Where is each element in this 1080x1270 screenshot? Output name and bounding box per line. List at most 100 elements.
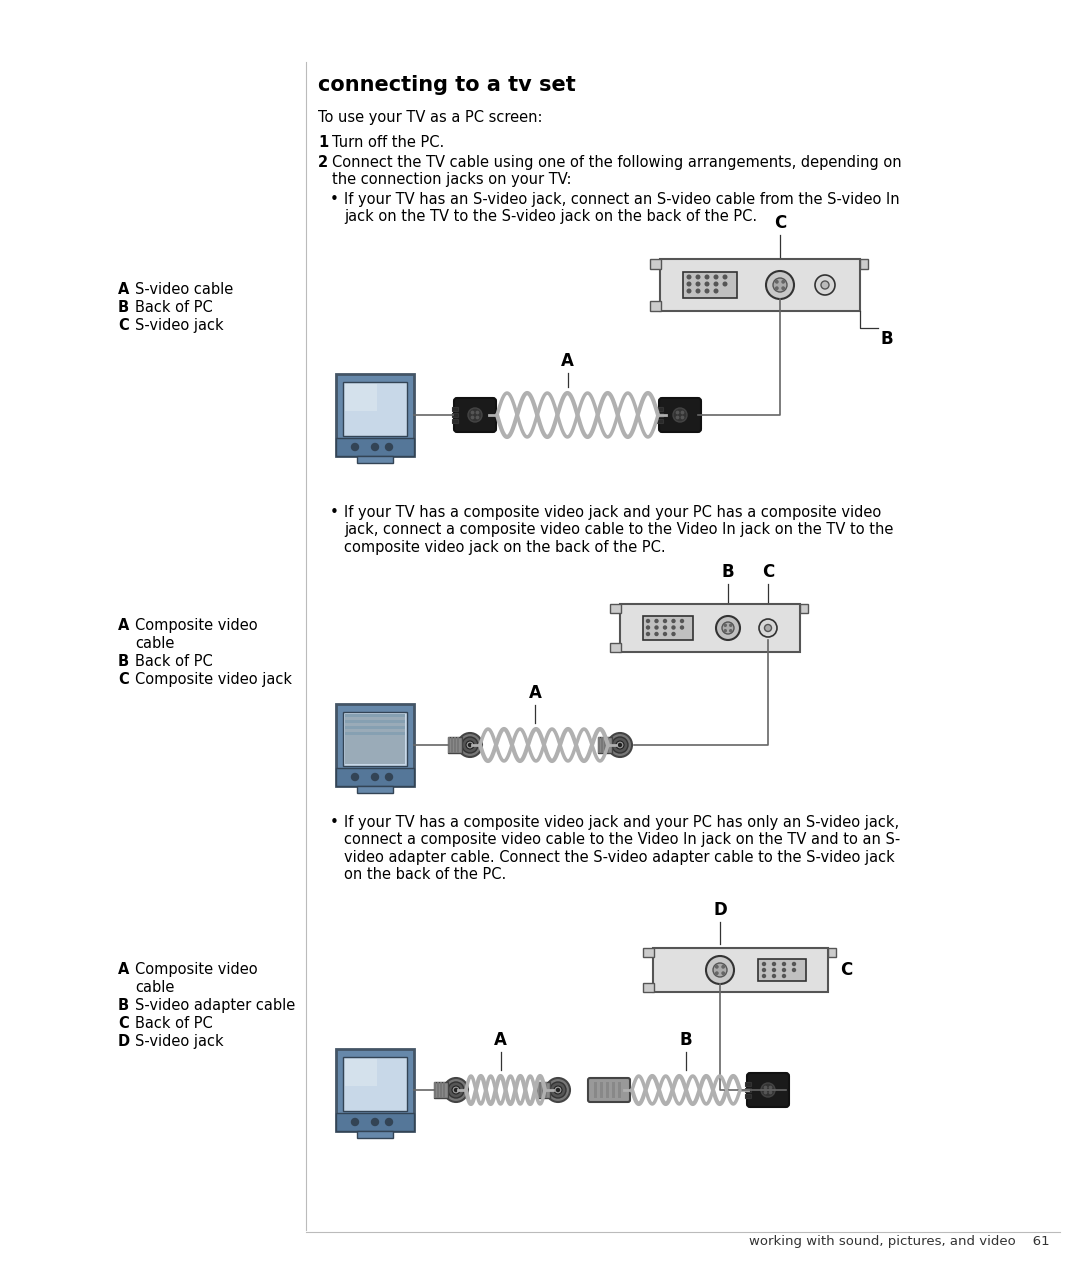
FancyBboxPatch shape <box>345 732 405 735</box>
Text: Back of PC: Back of PC <box>135 1016 213 1031</box>
Circle shape <box>761 1083 775 1097</box>
Circle shape <box>448 1082 464 1099</box>
FancyBboxPatch shape <box>594 1082 597 1099</box>
Circle shape <box>769 1091 772 1093</box>
FancyBboxPatch shape <box>660 259 860 311</box>
Circle shape <box>673 408 687 422</box>
Circle shape <box>725 630 727 631</box>
FancyBboxPatch shape <box>345 720 405 723</box>
Circle shape <box>724 276 727 279</box>
Circle shape <box>372 1119 378 1125</box>
Text: B: B <box>118 300 130 315</box>
Circle shape <box>444 1078 468 1102</box>
FancyBboxPatch shape <box>652 947 827 992</box>
Text: A: A <box>494 1031 507 1049</box>
FancyBboxPatch shape <box>536 1082 550 1099</box>
FancyBboxPatch shape <box>336 1049 414 1132</box>
Circle shape <box>455 1088 458 1091</box>
Text: C: C <box>118 672 129 687</box>
Circle shape <box>687 276 691 279</box>
Text: Back of PC: Back of PC <box>135 654 213 669</box>
FancyBboxPatch shape <box>434 1082 448 1099</box>
Circle shape <box>783 969 785 972</box>
Circle shape <box>458 733 482 757</box>
Circle shape <box>351 443 359 451</box>
Circle shape <box>705 276 708 279</box>
FancyBboxPatch shape <box>610 643 621 652</box>
Circle shape <box>725 625 727 626</box>
Circle shape <box>762 969 766 972</box>
Text: A: A <box>528 685 541 702</box>
Text: Composite video jack: Composite video jack <box>135 672 292 687</box>
Text: C: C <box>118 1016 129 1031</box>
Text: S-video adapter cable: S-video adapter cable <box>135 998 295 1013</box>
Circle shape <box>730 625 731 626</box>
Circle shape <box>775 281 778 283</box>
Text: A: A <box>562 352 573 370</box>
Circle shape <box>697 290 700 293</box>
Text: cable: cable <box>135 980 174 994</box>
FancyBboxPatch shape <box>620 605 800 652</box>
FancyBboxPatch shape <box>606 1082 609 1099</box>
FancyBboxPatch shape <box>598 737 599 753</box>
Text: Turn off the PC.: Turn off the PC. <box>332 135 444 150</box>
FancyBboxPatch shape <box>336 373 414 456</box>
Text: B: B <box>118 998 130 1013</box>
Circle shape <box>775 287 778 290</box>
Circle shape <box>372 773 378 781</box>
Circle shape <box>762 963 766 965</box>
Circle shape <box>654 620 658 622</box>
FancyBboxPatch shape <box>600 737 603 753</box>
Circle shape <box>730 630 731 631</box>
FancyBboxPatch shape <box>336 438 414 456</box>
Circle shape <box>705 290 708 293</box>
FancyBboxPatch shape <box>345 726 405 729</box>
FancyBboxPatch shape <box>457 737 459 753</box>
Circle shape <box>672 620 675 622</box>
Circle shape <box>769 1086 772 1088</box>
Text: C: C <box>840 961 852 979</box>
FancyBboxPatch shape <box>440 1082 442 1099</box>
Circle shape <box>680 620 684 622</box>
Circle shape <box>714 282 718 286</box>
FancyBboxPatch shape <box>650 301 661 311</box>
Text: •: • <box>330 192 339 207</box>
Circle shape <box>386 773 392 781</box>
Circle shape <box>672 626 675 629</box>
Circle shape <box>724 282 727 286</box>
Text: D: D <box>118 1034 130 1049</box>
Circle shape <box>713 963 727 977</box>
Text: S-video jack: S-video jack <box>135 1034 224 1049</box>
Circle shape <box>546 1078 570 1102</box>
Circle shape <box>765 1086 767 1088</box>
Text: working with sound, pictures, and video    61: working with sound, pictures, and video … <box>750 1234 1050 1248</box>
Circle shape <box>654 632 658 635</box>
Circle shape <box>612 737 627 753</box>
Circle shape <box>716 972 718 974</box>
Circle shape <box>716 965 718 968</box>
Text: connecting to a tv set: connecting to a tv set <box>318 75 576 95</box>
FancyBboxPatch shape <box>448 737 449 753</box>
FancyBboxPatch shape <box>657 419 663 423</box>
Text: 1: 1 <box>318 135 328 150</box>
Circle shape <box>762 974 766 978</box>
Text: •: • <box>330 505 339 519</box>
Circle shape <box>453 1086 460 1093</box>
FancyBboxPatch shape <box>659 398 701 432</box>
Circle shape <box>663 632 666 635</box>
FancyBboxPatch shape <box>598 737 612 753</box>
Circle shape <box>462 737 478 753</box>
FancyBboxPatch shape <box>542 1082 543 1099</box>
Circle shape <box>556 1088 559 1091</box>
Circle shape <box>773 278 787 292</box>
Circle shape <box>714 290 718 293</box>
Circle shape <box>386 1119 392 1125</box>
Circle shape <box>647 620 649 622</box>
Text: B: B <box>880 330 893 348</box>
Text: S-video jack: S-video jack <box>135 318 224 333</box>
FancyBboxPatch shape <box>345 714 405 718</box>
Text: If your TV has a composite video jack and your PC has a composite video
jack, co: If your TV has a composite video jack an… <box>345 505 893 555</box>
Text: C: C <box>774 215 786 232</box>
FancyBboxPatch shape <box>453 419 458 423</box>
Circle shape <box>476 411 478 414</box>
